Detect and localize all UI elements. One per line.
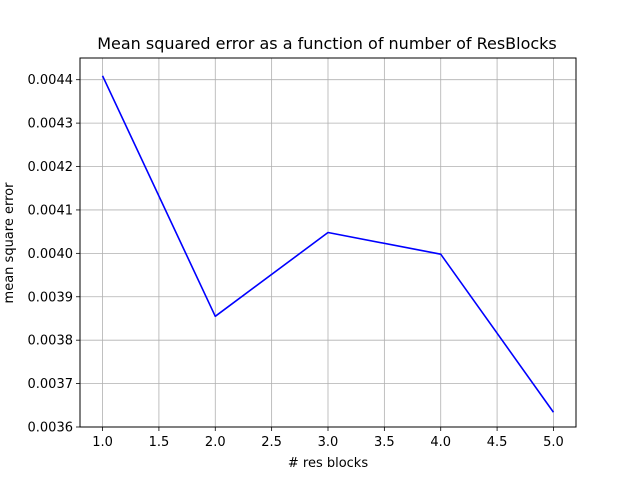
y-axis: 0.0036 0.0037 0.0038 0.0039 0.0040 0.0041 0.00… <box>28 73 80 436</box>
x-tick-label: 2.0 <box>205 435 226 450</box>
x-axis-label: # res blocks <box>288 456 368 471</box>
x-tick-label: 4.0 <box>430 435 451 450</box>
x-tick-label: 2.5 <box>261 435 282 450</box>
chart-title: Mean squared error as a function of numb… <box>97 34 557 53</box>
x-tick-label: 1.0 <box>92 435 113 450</box>
y-tick-label: 0.0040 <box>28 247 74 262</box>
y-axis-label: mean square error <box>2 182 17 304</box>
y-tick-label: 0.0038 <box>28 334 74 349</box>
x-axis: 1.0 1.5 2.0 2.5 3.0 3.5 4.0 4.5 5.0 <box>92 427 564 450</box>
y-tick-label: 0.0044 <box>28 73 74 88</box>
x-tick-label: 3.0 <box>318 435 339 450</box>
y-tick-label: 0.0041 <box>28 203 74 218</box>
y-tick-label: 0.0036 <box>28 421 74 436</box>
grid <box>80 58 576 428</box>
y-tick-label: 0.0039 <box>28 290 74 305</box>
y-tick-label: 0.0043 <box>28 117 74 132</box>
x-tick-label: 1.5 <box>149 435 170 450</box>
x-tick-label: 3.5 <box>374 435 395 450</box>
y-tick-label: 0.0042 <box>28 160 74 175</box>
x-tick-label: 4.5 <box>487 435 508 450</box>
series-line <box>101 75 555 413</box>
y-tick-label: 0.0037 <box>28 377 74 392</box>
plot-area <box>101 75 555 413</box>
x-tick-label: 5.0 <box>543 435 564 450</box>
